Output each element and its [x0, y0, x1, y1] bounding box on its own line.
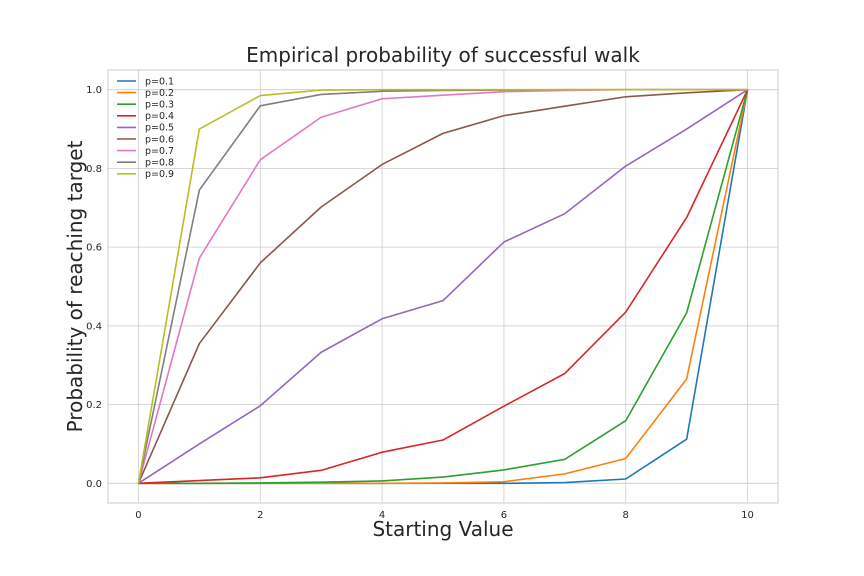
y-tick-label: 0.0 — [86, 479, 102, 490]
x-tick-label: 4 — [379, 510, 385, 521]
x-tick-label: 0 — [135, 510, 141, 521]
chart-title: Empirical probability of successful walk — [246, 43, 640, 67]
y-tick-label: 0.2 — [86, 400, 102, 411]
series-line-p-0-6 — [137, 88, 748, 484]
legend-label: p=0.5 — [145, 123, 174, 134]
y-tick-label: 0.4 — [86, 321, 102, 332]
x-tick-label: 6 — [501, 510, 507, 521]
legend-label: p=0.8 — [145, 158, 174, 169]
legend-label: p=0.6 — [145, 134, 174, 145]
legend: p=0.1p=0.2p=0.3p=0.4p=0.5p=0.6p=0.7p=0.8… — [117, 76, 174, 180]
legend-label: p=0.4 — [145, 111, 174, 122]
tick-layer: 0 2 4 6 8 10 0.0 0.2 0.4 0.6 0.8 1.0 — [86, 85, 754, 521]
x-tick-label: 2 — [257, 510, 263, 521]
y-tick-label: 1.0 — [86, 85, 102, 96]
legend-label: p=0.3 — [145, 100, 174, 111]
x-tick-label: 8 — [623, 510, 629, 521]
legend-label: p=0.9 — [145, 169, 174, 180]
legend-label: p=0.2 — [145, 88, 174, 99]
series-line-p-0-9 — [137, 88, 748, 484]
series-line-p-0-3 — [138, 89, 749, 485]
y-axis-label: Probability of reaching target — [63, 140, 87, 432]
series-line-p-0-5 — [138, 89, 748, 484]
legend-label: p=0.7 — [145, 146, 174, 157]
legend-label: p=0.1 — [145, 76, 174, 87]
x-axis-label: Starting Value — [372, 517, 513, 541]
y-tick-label: 0.6 — [86, 243, 102, 254]
series-layer — [137, 88, 749, 485]
plot-frame — [107, 69, 779, 504]
series-line-p-0-4 — [138, 89, 749, 485]
x-tick-label: 10 — [741, 510, 754, 521]
y-tick-label: 0.8 — [86, 164, 102, 175]
